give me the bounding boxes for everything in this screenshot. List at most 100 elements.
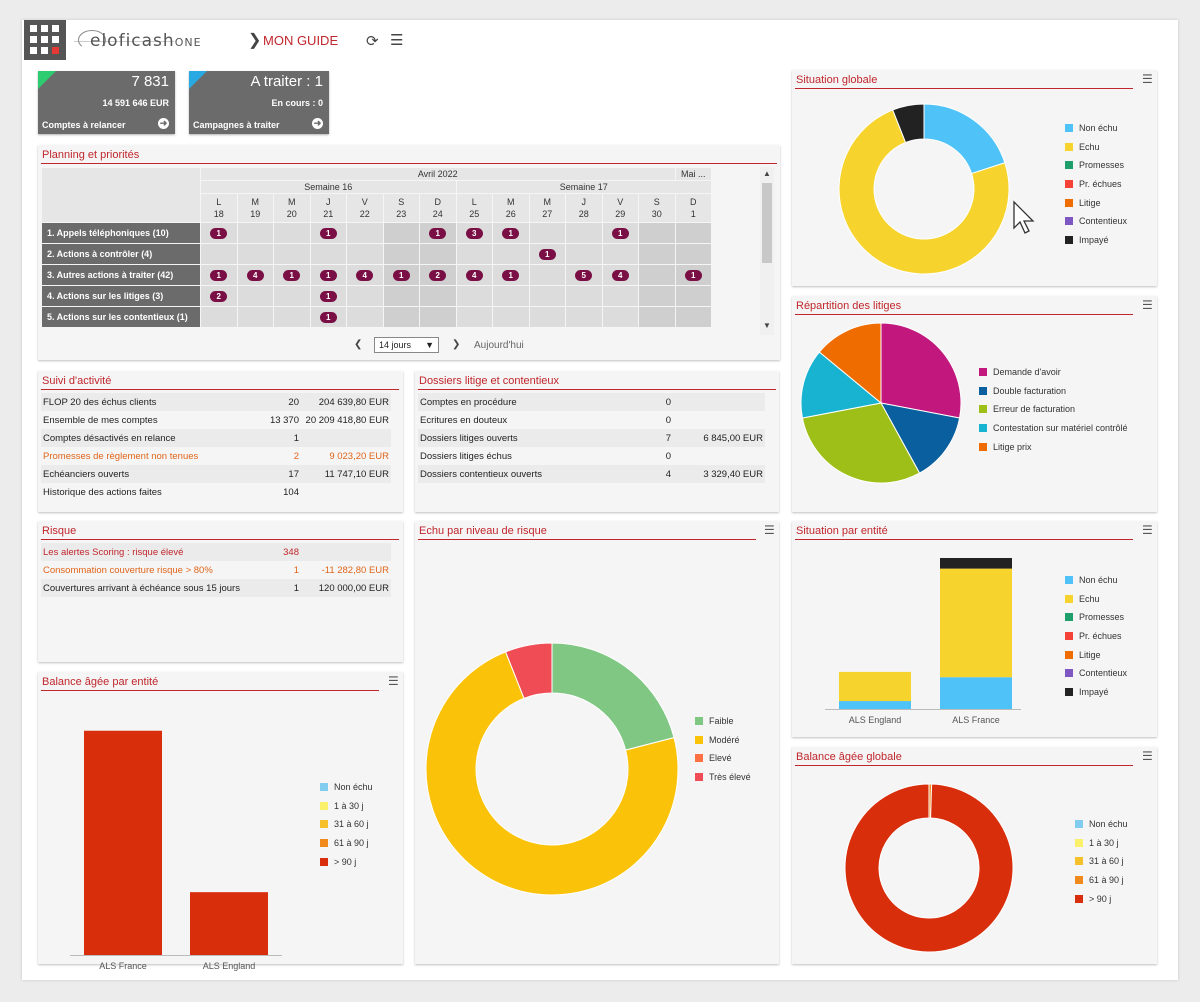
- bar-segment[interactable]: [190, 892, 268, 955]
- planning-cell[interactable]: [310, 244, 346, 264]
- planning-cell[interactable]: [675, 244, 711, 264]
- legend-item[interactable]: 61 à 90 j: [320, 834, 373, 853]
- row-label[interactable]: Dossiers contentieux ouverts: [418, 465, 638, 483]
- planning-cell[interactable]: [566, 286, 602, 306]
- pie-slice[interactable]: [801, 402, 921, 484]
- arrow-right-icon[interactable]: ➜: [158, 118, 169, 129]
- planning-cell[interactable]: 1: [383, 265, 419, 285]
- planning-row-label[interactable]: 2. Actions à contrôler (4): [42, 244, 200, 264]
- period-select[interactable]: 14 jours ▼: [374, 337, 439, 353]
- planning-cell[interactable]: [639, 265, 675, 285]
- action-count-badge[interactable]: 4: [356, 269, 374, 281]
- table-row[interactable]: FLOP 20 des échus clients 20 204 639,80 EU…: [41, 393, 391, 411]
- planning-cell[interactable]: [493, 244, 529, 264]
- planning-cell[interactable]: 3: [456, 223, 492, 243]
- action-count-badge[interactable]: 1: [538, 248, 556, 260]
- table-row[interactable]: Ecritures en douteux 0: [418, 411, 765, 429]
- chart-menu-icon[interactable]: ☰: [1142, 298, 1153, 312]
- planning-cell[interactable]: 1: [420, 223, 456, 243]
- legend-item[interactable]: Non échu: [1075, 815, 1128, 834]
- action-count-badge[interactable]: 4: [246, 269, 264, 281]
- planning-cell[interactable]: 2: [201, 286, 237, 306]
- table-row[interactable]: Ensemble de mes comptes 13 370 20 209 418,…: [41, 411, 391, 429]
- action-count-badge[interactable]: 1: [502, 227, 520, 239]
- planning-cell[interactable]: [456, 286, 492, 306]
- planning-cell[interactable]: 1: [493, 265, 529, 285]
- chart-menu-icon[interactable]: ☰: [388, 674, 399, 688]
- planning-cell[interactable]: [237, 223, 273, 243]
- legend-item[interactable]: Non échu: [320, 778, 373, 797]
- kpi-campagnes-a-traiter[interactable]: A traiter : 1 En cours : 0 Campagnes à t…: [189, 71, 329, 134]
- planning-cell[interactable]: [456, 307, 492, 327]
- legend-item[interactable]: > 90 j: [1075, 889, 1128, 908]
- action-count-badge[interactable]: 1: [319, 227, 337, 239]
- planning-cell[interactable]: [347, 244, 383, 264]
- prev-period-icon[interactable]: ❮: [354, 339, 363, 350]
- planning-cell[interactable]: 1: [201, 265, 237, 285]
- arrow-right-icon[interactable]: ➜: [312, 118, 323, 129]
- planning-scrollbar[interactable]: ▲ ▼: [760, 167, 774, 335]
- planning-cell[interactable]: [383, 223, 419, 243]
- legend-item[interactable]: Contentieux: [1065, 212, 1127, 231]
- legend-item[interactable]: Litige prix: [979, 437, 1128, 456]
- planning-cell[interactable]: [493, 286, 529, 306]
- planning-cell[interactable]: [639, 223, 675, 243]
- planning-row-label[interactable]: 1. Appels téléphoniques (10): [42, 223, 200, 243]
- action-count-badge[interactable]: 1: [611, 227, 629, 239]
- legend-item[interactable]: > 90 j: [320, 852, 373, 871]
- refresh-icon[interactable]: ⟳: [366, 33, 379, 50]
- chart-menu-icon[interactable]: ☰: [1142, 72, 1153, 86]
- legend-item[interactable]: 61 à 90 j: [1075, 871, 1128, 890]
- planning-cell[interactable]: [566, 223, 602, 243]
- table-row[interactable]: Comptes désactivés en relance 1: [41, 429, 391, 447]
- pie-slice[interactable]: [551, 642, 675, 751]
- action-count-badge[interactable]: 1: [392, 269, 410, 281]
- planning-cell[interactable]: [529, 265, 565, 285]
- legend-item[interactable]: Non échu: [1065, 119, 1127, 138]
- action-count-badge[interactable]: 1: [319, 269, 337, 281]
- legend-item[interactable]: 1 à 30 j: [320, 797, 373, 816]
- planning-cell[interactable]: [675, 307, 711, 327]
- table-row[interactable]: Comptes en procédure 0: [418, 393, 765, 411]
- planning-cell[interactable]: [602, 307, 638, 327]
- legend-item[interactable]: Demande d'avoir: [979, 363, 1128, 382]
- planning-cell[interactable]: 1: [310, 286, 346, 306]
- legend-item[interactable]: Litige: [1065, 193, 1127, 212]
- planning-cell[interactable]: 1: [675, 265, 711, 285]
- table-row[interactable]: Les alertes Scoring : risque élevé 348: [41, 543, 391, 561]
- legend-item[interactable]: 1 à 30 j: [1075, 834, 1128, 853]
- legend-item[interactable]: 31 à 60 j: [1075, 852, 1128, 871]
- legend-item[interactable]: Pr. échues: [1065, 175, 1127, 194]
- planning-cell[interactable]: [493, 307, 529, 327]
- row-label[interactable]: Historique des actions faites: [43, 486, 162, 498]
- legend-item[interactable]: Contentieux: [1065, 664, 1127, 683]
- planning-cell[interactable]: [529, 307, 565, 327]
- row-label[interactable]: Dossiers litiges ouverts: [418, 429, 638, 447]
- bar-segment[interactable]: [940, 568, 1012, 678]
- planning-cell[interactable]: 1: [310, 307, 346, 327]
- action-count-badge[interactable]: 1: [283, 269, 301, 281]
- bar-segment[interactable]: [839, 701, 911, 709]
- bar-segment[interactable]: [84, 730, 162, 955]
- pie-slice[interactable]: [844, 783, 1014, 953]
- row-label[interactable]: Ensemble de mes comptes: [43, 414, 158, 426]
- table-row[interactable]: Dossiers contentieux ouverts 4 3 329,40 EU…: [418, 465, 765, 483]
- planning-cell[interactable]: [639, 307, 675, 327]
- planning-cell[interactable]: [383, 286, 419, 306]
- planning-cell[interactable]: [237, 244, 273, 264]
- row-label[interactable]: Consommation couverture risque > 80%: [43, 564, 213, 576]
- planning-cell[interactable]: [237, 307, 273, 327]
- row-label[interactable]: Ecritures en douteux: [420, 414, 508, 426]
- legend-item[interactable]: Double facturation: [979, 382, 1128, 401]
- action-count-badge[interactable]: 2: [210, 290, 228, 302]
- legend-item[interactable]: Erreur de facturation: [979, 400, 1128, 419]
- next-period-icon[interactable]: ❯: [452, 339, 461, 350]
- planning-cell[interactable]: 1: [274, 265, 310, 285]
- bar-segment[interactable]: [940, 558, 1012, 569]
- planning-cell[interactable]: [420, 286, 456, 306]
- row-label[interactable]: Couvertures arrivant à échéance sous 15 …: [41, 579, 261, 597]
- planning-cell[interactable]: [675, 286, 711, 306]
- planning-cell[interactable]: [274, 286, 310, 306]
- action-count-badge[interactable]: 1: [319, 290, 337, 302]
- pie-slice[interactable]: [838, 109, 1010, 275]
